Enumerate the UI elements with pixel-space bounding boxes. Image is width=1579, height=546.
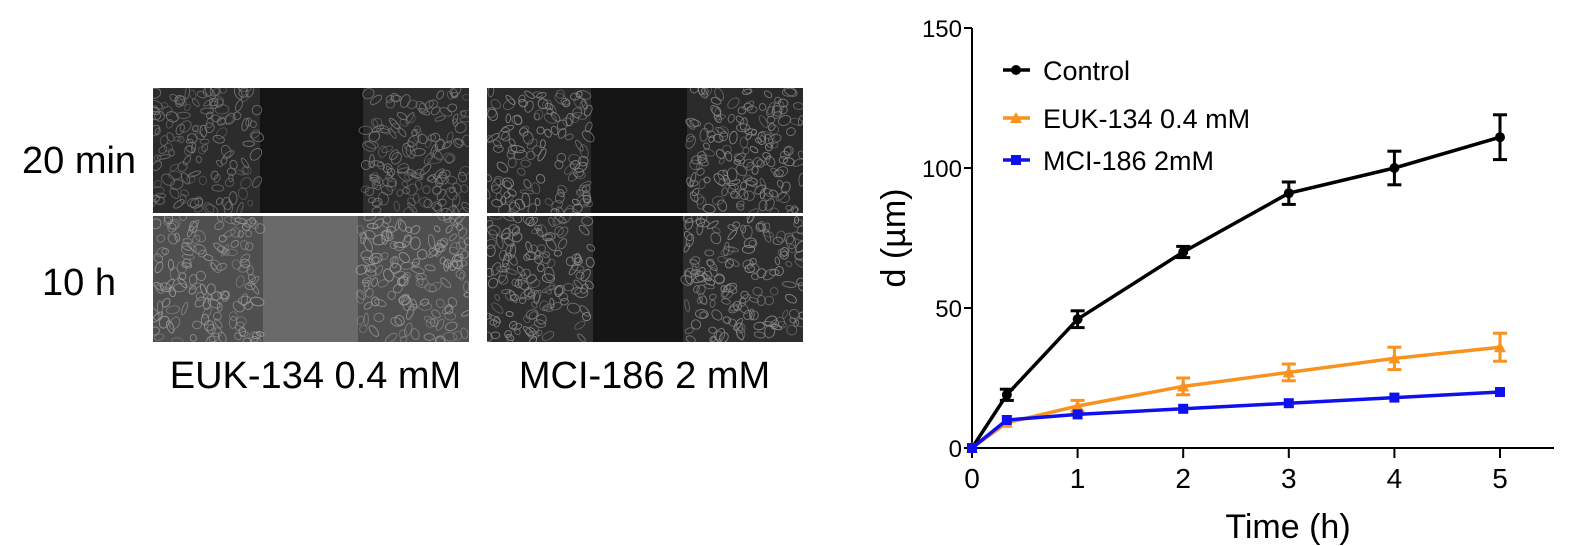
x-tick-label: 3	[1281, 463, 1297, 494]
x-axis-title: Time (h)	[1225, 508, 1350, 546]
data-point	[1495, 132, 1505, 143]
legend-marker	[1010, 112, 1022, 123]
data-point	[1282, 366, 1295, 378]
data-point	[1283, 398, 1294, 409]
y-tick-label: 0	[949, 436, 962, 463]
x-tick-label: 1	[1070, 463, 1086, 494]
data-point	[1071, 400, 1084, 411]
y-axis-title: d (µm)	[875, 189, 913, 288]
x-tick-label: 5	[1492, 463, 1508, 494]
legend-label: MCI-186 2mM	[1043, 146, 1214, 176]
data-point	[1001, 415, 1012, 425]
y-tick-label: 50	[935, 296, 962, 323]
x-tick-label: 4	[1387, 463, 1403, 494]
micrograph-euk-10h	[153, 216, 469, 342]
data-point	[1072, 314, 1083, 325]
row-label-10-h: 10 h	[42, 262, 116, 304]
data-point	[1389, 163, 1400, 173]
data-point	[1177, 380, 1190, 392]
data-point	[1389, 392, 1400, 403]
series-2	[967, 387, 1505, 453]
micrograph-mci-20min	[487, 88, 803, 213]
data-point	[1495, 387, 1505, 397]
series-line	[970, 390, 1501, 450]
x-tick-label: 2	[1175, 463, 1191, 494]
legend-marker	[1011, 65, 1021, 75]
data-point	[1072, 409, 1083, 420]
column-label-mci-186: MCI-186 2 mM	[518, 355, 771, 397]
micrograph-mci-10h	[487, 216, 803, 342]
x-tick-label: 0	[964, 463, 980, 494]
y-tick-label: 150	[922, 16, 962, 43]
series-line	[970, 135, 1501, 449]
y-tick-label: 100	[922, 156, 962, 183]
data-point	[967, 443, 977, 453]
data-point	[1178, 247, 1189, 257]
legend-marker	[1011, 155, 1021, 165]
micrograph-euk-20min	[153, 88, 469, 213]
legend-label: Control	[1043, 56, 1130, 86]
chart-series	[966, 113, 1507, 453]
row-label-20-min: 20 min	[22, 140, 137, 182]
data-point	[1178, 403, 1189, 414]
column-label-euk-134: EUK-134 0.4 mM	[169, 355, 462, 397]
data-point	[1494, 341, 1506, 353]
data-point	[1001, 389, 1012, 400]
data-point	[1283, 188, 1294, 199]
legend-label: EUK-134 0.4 mM	[1043, 104, 1250, 134]
chart-legend: Control EUK-134 0.4 mM MCI-186 2mM	[1003, 56, 1250, 176]
data-point	[1388, 352, 1401, 364]
